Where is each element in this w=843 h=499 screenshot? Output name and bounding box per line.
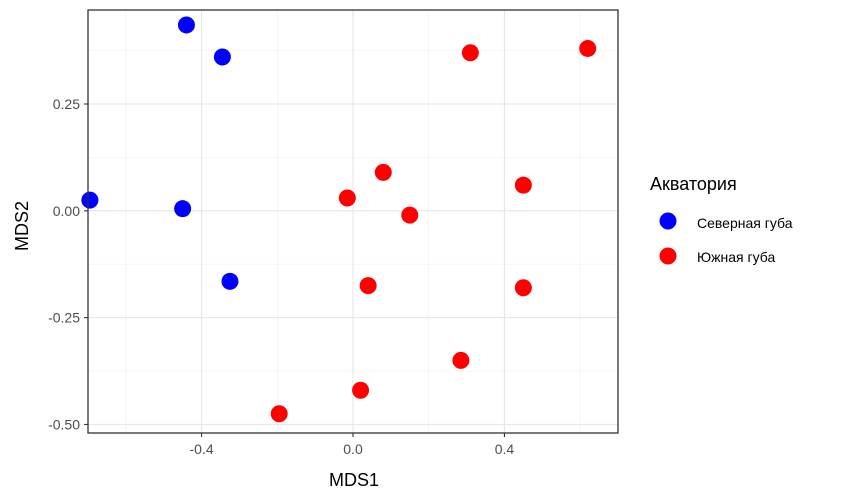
y-axis-title: MDS2 [12,201,32,251]
legend: Акватория Северная губа Южная губа [650,174,793,265]
legend-title: Акватория [650,174,737,194]
y-tick-label: -0.25 [48,310,80,326]
data-point [514,176,532,194]
x-axis-title: MDS1 [329,470,379,490]
data-point [374,163,392,181]
data-points [81,16,597,423]
data-point [221,272,239,290]
data-point [174,200,192,218]
y-tick-label: 0.00 [53,203,80,219]
data-point [461,44,479,62]
x-tick-label: 0.4 [495,441,515,457]
legend-item-south: Южная губа [659,247,775,265]
y-tick-label: 0.25 [53,96,80,112]
legend-item-north: Северная губа [659,212,793,231]
data-point [359,277,377,295]
data-point [270,405,288,423]
x-tick-label: -0.4 [190,441,214,457]
data-point [401,206,419,224]
data-point [352,381,370,399]
data-point [177,16,195,34]
x-tick-label: 0.0 [343,441,363,457]
legend-key-north [659,212,677,230]
data-point [81,191,99,209]
legend-label-north: Северная губа [697,215,793,231]
data-point [213,48,231,66]
data-point [579,39,597,57]
grid-lines [88,10,618,433]
data-point [338,189,356,207]
legend-label-south: Южная губа [697,249,775,265]
y-tick-label: -0.50 [48,416,80,432]
data-point [452,351,470,369]
data-point [514,279,532,297]
legend-key-south [659,247,677,265]
axes: -0.4 0.0 0.4 -0.50 -0.25 0.00 0.25 [48,9,619,457]
